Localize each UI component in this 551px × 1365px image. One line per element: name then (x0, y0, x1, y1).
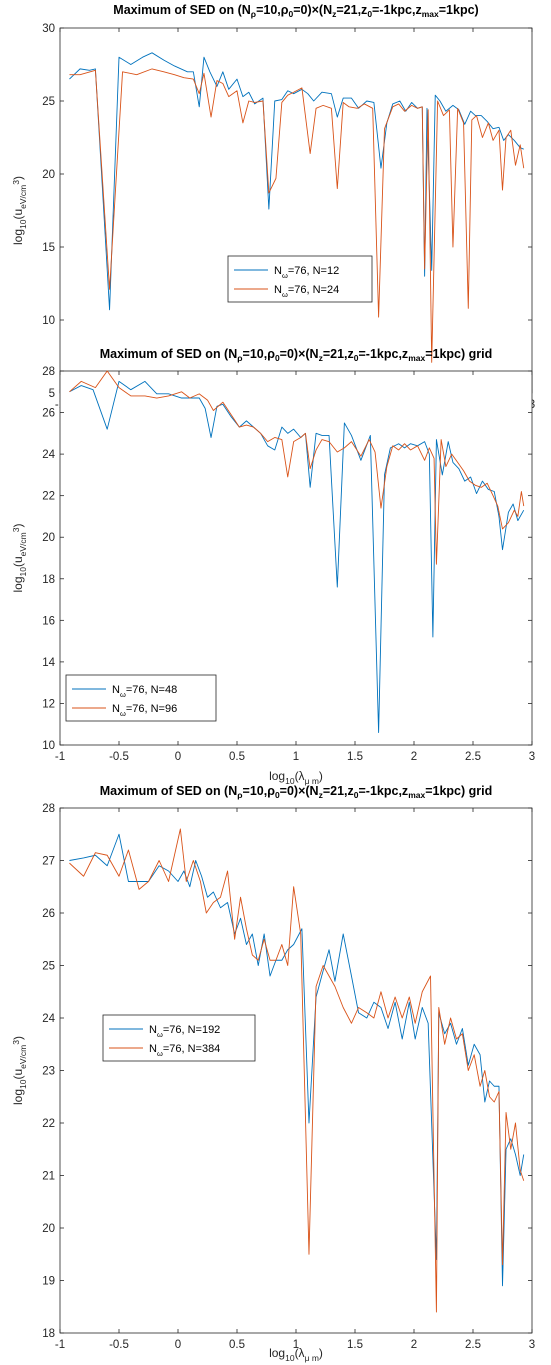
x-tick-label: 1 (293, 1339, 299, 1351)
x-tick-label: 1 (293, 751, 299, 763)
y-tick-label: 22 (42, 1118, 55, 1130)
y-tick-label: 18 (42, 574, 55, 586)
x-tick-label: 2.5 (465, 751, 481, 763)
y-tick-label: 24 (42, 449, 55, 461)
y-tick-label: 28 (42, 366, 55, 378)
y-tick-label: 21 (42, 1171, 55, 1183)
series-line-1 (69, 380, 525, 733)
y-tick-label: 28 (42, 803, 55, 815)
y-tick-label: 5 (49, 388, 55, 400)
chart-title: Maximum of SED on (Nρ=10,ρ0=0)×(Nz=21,z0… (100, 347, 493, 363)
x-tick-label: -0.5 (109, 1339, 129, 1351)
x-tick-label: 0.5 (229, 751, 245, 763)
y-tick-label: 12 (42, 698, 55, 710)
x-tick-label: 3 (529, 1339, 535, 1351)
x-tick-label: 3 (529, 751, 535, 763)
y-tick-label: 19 (42, 1276, 55, 1288)
chart-panel-1: -1-0.500.511.522.5351015202530Maximum of… (11, 3, 535, 433)
y-tick-label: 25 (42, 961, 55, 973)
x-tick-label: 2 (411, 1339, 417, 1351)
x-tick-label: -1 (55, 1339, 65, 1351)
legend-label-1: Nω=76, N=12 (274, 265, 339, 280)
y-tick-label: 20 (42, 169, 55, 181)
legend-box (102, 1014, 256, 1062)
legend-box (65, 674, 217, 722)
y-axis-label: log10(ueV/cm3) (11, 176, 28, 245)
y-axis-label: log10(ueV/cm3) (11, 1036, 28, 1105)
x-axis-label: log10(λμ m) (269, 1346, 323, 1363)
y-tick-label: 20 (42, 532, 55, 544)
x-tick-label: -0.5 (109, 751, 129, 763)
legend-label-2: Nω=76, N=96 (112, 703, 177, 718)
y-tick-label: 26 (42, 408, 55, 420)
chart-title: Maximum of SED on (Nρ=10,ρ0=0)×(Nz=21,z0… (100, 784, 493, 800)
legend-label-1: Nω=76, N=192 (149, 1024, 220, 1039)
x-tick-label: -1 (55, 751, 65, 763)
legend-label-1: Nω=76, N=48 (112, 684, 177, 699)
y-tick-label: 14 (42, 657, 55, 669)
y-tick-label: 22 (42, 491, 55, 503)
plot-area (59, 27, 533, 394)
legend: Nω=76, N=12 Nω=76, N=24 (227, 255, 373, 303)
y-tick-label: 10 (42, 315, 55, 327)
x-tick-label: 0.5 (229, 1339, 245, 1351)
y-tick-label: 23 (42, 1066, 55, 1078)
x-tick-label: 1.5 (347, 751, 363, 763)
y-tick-label: 25 (42, 96, 55, 108)
series-line-2 (69, 828, 525, 1313)
x-tick-label: 0 (175, 751, 181, 763)
legend-box (227, 255, 373, 303)
plot-area (59, 807, 533, 1334)
y-tick-label: 27 (42, 856, 55, 868)
x-tick-label: 2 (411, 751, 417, 763)
y-tick-label: 26 (42, 908, 55, 920)
chart-panel-2: -1 -0.5 0 0.5 1 1.5 2 2.5 3 10 12 14 16 18 20 22 24 26 28 M… (11, 347, 535, 786)
y-axis-label: log10(ueV/cm3) (11, 524, 28, 593)
series-line-2 (69, 68, 525, 363)
chart-panel-3: -1 -0.5 0 0.5 1 1.5 2 2.5 3 18 19 20 21 22 23 24 25 26 27 2… (11, 784, 535, 1363)
series-line-1 (69, 52, 524, 311)
y-tick-label: 24 (42, 1013, 55, 1025)
y-tick-label: 18 (42, 1328, 55, 1340)
y-tick-label: 10 (42, 740, 55, 752)
series-line-2 (69, 370, 525, 565)
legend: Nω=76, N=48 Nω=76, N=96 (65, 674, 217, 722)
y-tick-label: 15 (42, 242, 55, 254)
series-line-1 (69, 833, 525, 1287)
y-tick-label: 20 (42, 1223, 55, 1235)
legend-label-2: Nω=76, N=24 (274, 284, 339, 299)
legend: Nω=76, N=192 Nω=76, N=384 (102, 1014, 256, 1062)
x-tick-label: 1.5 (347, 1339, 363, 1351)
x-tick-label: 0 (175, 1339, 181, 1351)
legend-label-2: Nω=76, N=384 (149, 1043, 220, 1058)
chart-title: Maximum of SED on (Nρ=10,ρ0=0)×(Nz=21,z0… (113, 3, 478, 19)
x-axis-label: log10(λμ m) (269, 769, 323, 786)
x-tick-label: 2.5 (465, 1339, 481, 1351)
y-tick-label: 16 (42, 615, 55, 627)
y-tick-label: 30 (42, 23, 55, 35)
